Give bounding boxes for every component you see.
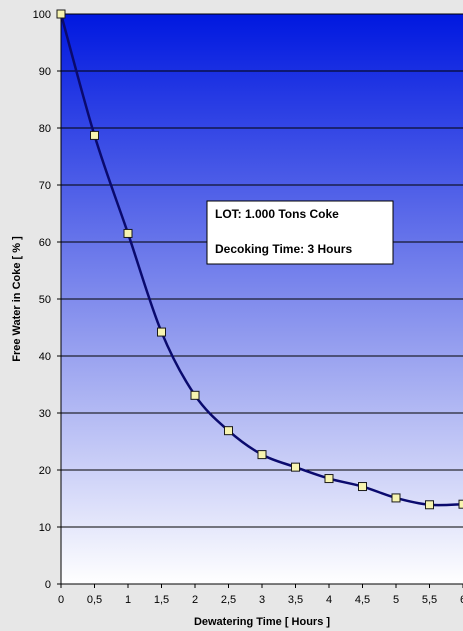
- y-tick-label-20: 20: [39, 465, 51, 477]
- x-tick-label-4,5: 4,5: [355, 594, 370, 606]
- x-tick-label-2: 2: [192, 594, 198, 606]
- y-tick-label-40: 40: [39, 351, 51, 363]
- y-tick-label-50: 50: [39, 294, 51, 306]
- data-point-0,5: [90, 130, 99, 140]
- x-tick-label-3: 3: [259, 594, 265, 606]
- annotation-line-2: Decoking Time: 3 Hours: [215, 242, 352, 256]
- tick-labels: 0 10 20 30 40 50 60 70 80 90 100 0 0,5 1 1,5 2 2,5 3 3,5 4 4…: [33, 9, 463, 606]
- data-point-3: [257, 450, 267, 460]
- x-tick-label-6: 6: [460, 594, 463, 606]
- data-point-1,5: [157, 327, 166, 337]
- x-tick-label-0: 0: [58, 594, 64, 606]
- data-point-3,5: [291, 462, 300, 472]
- y-tick-label-100: 100: [33, 9, 51, 21]
- x-axis-title: Dewatering Time [ Hours ]: [194, 616, 330, 628]
- annotation-frame: [206, 200, 394, 265]
- y-tick-label-70: 70: [39, 180, 51, 192]
- x-tick-label-4: 4: [326, 594, 332, 606]
- data-point-5,5: [425, 500, 434, 510]
- data-point-2: [190, 390, 200, 400]
- series-free-water: [56, 9, 463, 510]
- y-tick-label-80: 80: [39, 123, 51, 135]
- x-tick-label-5: 5: [393, 594, 399, 606]
- data-point-4,5: [358, 482, 367, 492]
- data-point-1: [123, 228, 133, 238]
- y-axis-title: Free Water in Coke [ % ]: [11, 236, 23, 362]
- annotation-line-1: LOT: 1.000 Tons Coke: [215, 207, 339, 221]
- y-tick-label-90: 90: [39, 66, 51, 78]
- x-tick-label-3,5: 3,5: [288, 594, 303, 606]
- x-tick-label-1,5: 1,5: [154, 594, 169, 606]
- y-tick-label-30: 30: [39, 408, 51, 420]
- y-tick-label-0: 0: [45, 579, 51, 591]
- y-tick-label-10: 10: [39, 522, 51, 534]
- data-point-4: [324, 474, 334, 484]
- data-point-6: [458, 499, 463, 509]
- x-tick-label-2,5: 2,5: [221, 594, 236, 606]
- data-point-2,5: [224, 426, 233, 436]
- x-tick-label-0,5: 0,5: [87, 594, 102, 606]
- data-point-5: [391, 493, 401, 503]
- x-tick-label-1: 1: [125, 594, 131, 606]
- y-tick-label-60: 60: [39, 237, 51, 249]
- data-point-0: [56, 9, 66, 19]
- annotation-box: LOT: 1.000 Tons Coke Decoking Time: 3 Ho…: [206, 200, 394, 265]
- x-tick-label-5,5: 5,5: [422, 594, 437, 606]
